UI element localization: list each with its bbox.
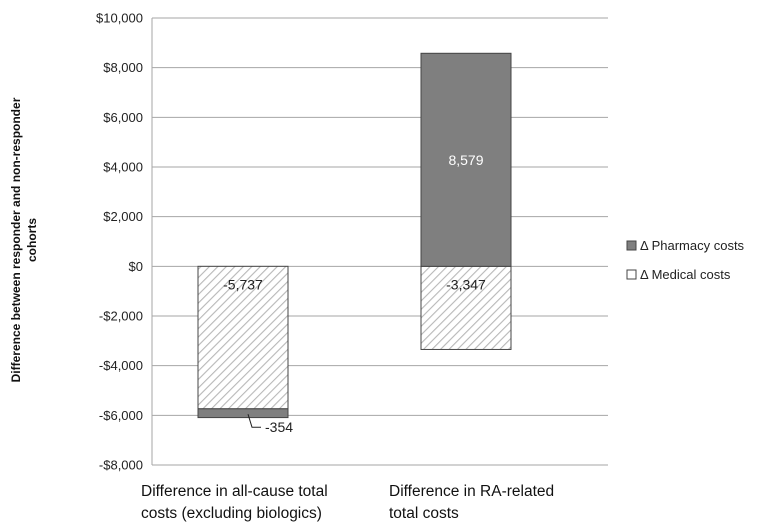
y-tick-label: $4,000: [103, 160, 143, 175]
y-tick-label: -$6,000: [99, 408, 143, 423]
x-category-label: Difference in RA-related: [389, 483, 554, 500]
y-tick-label: -$4,000: [99, 358, 143, 373]
y-tick-label: -$8,000: [99, 458, 143, 473]
legend: Δ Pharmacy costs Δ Medical costs: [626, 238, 745, 282]
y-tick-label: $6,000: [103, 110, 143, 125]
x-category-label: Difference in all-cause total: [141, 483, 328, 500]
bar-pharmacy: [420, 52, 512, 267]
bars: [197, 52, 512, 419]
data-label-medical: -3,347: [446, 276, 486, 292]
bar-pharmacy: [197, 408, 289, 419]
x-category-label: costs (excluding biologics): [141, 505, 322, 522]
y-axis-title-line: Difference between responder and non-res…: [9, 97, 23, 382]
y-axis: $10,000 $8,000 $6,000 $4,000 $2,000 $0 -$2,000…: [96, 11, 153, 473]
y-tick-label: $10,000: [96, 11, 143, 26]
data-label-medical: -5,737: [223, 276, 263, 292]
data-label-leader: [247, 414, 261, 428]
data-label-pharmacy: -354: [265, 419, 293, 435]
y-tick-label: $2,000: [103, 209, 143, 224]
x-axis-categories: Difference in all-cause total costs (excl…: [141, 483, 554, 522]
y-tick-label: $0: [129, 259, 143, 274]
legend-swatch: [626, 269, 637, 280]
y-tick-label: -$2,000: [99, 309, 143, 324]
data-label-pharmacy: 8,579: [448, 152, 483, 168]
bar-medical: [197, 265, 289, 410]
y-axis-title: Difference between responder and non-res…: [9, 97, 39, 382]
legend-label: Δ Medical costs: [640, 267, 731, 282]
legend-swatch: [626, 240, 637, 251]
x-category-label: total costs: [389, 505, 459, 522]
data-labels: -5,737 -354 -3,347 8,579: [223, 152, 486, 435]
y-tick-label: $8,000: [103, 60, 143, 75]
y-axis-title-line: cohorts: [25, 218, 39, 262]
legend-label: Δ Pharmacy costs: [640, 238, 745, 253]
bar-medical: [420, 265, 512, 350]
